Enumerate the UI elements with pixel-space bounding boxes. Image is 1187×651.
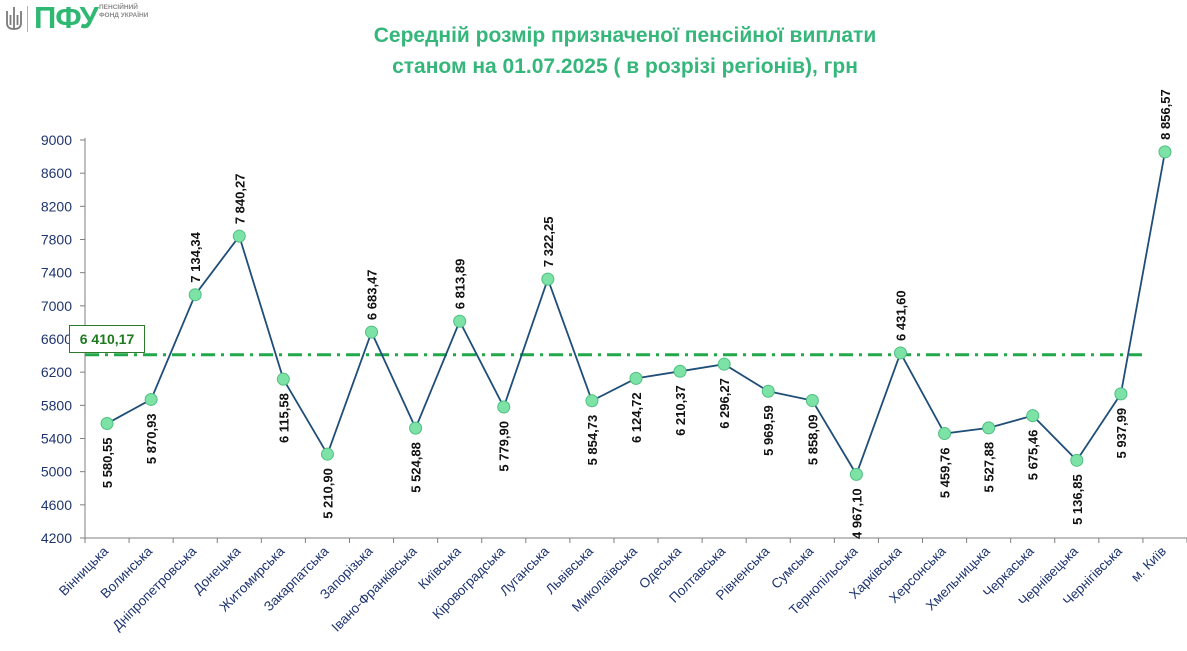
y-tick-label: 7800 [41,232,72,248]
y-tick-label: 4200 [41,530,72,546]
data-point [717,357,731,371]
average-value-label: 6 410,17 [69,325,145,353]
y-tick-label: 8600 [41,165,72,181]
data-label: 6 115,58 [276,393,291,443]
data-label: 6 210,37 [673,385,688,436]
data-point [629,371,643,385]
y-tick-label: 7400 [41,265,72,281]
data-point [276,372,290,386]
data-label: 8 856,57 [1158,89,1173,140]
data-point [1070,453,1084,467]
x-category-label: Івано-Франківська [329,543,420,634]
data-point [761,384,775,398]
trident-icon [6,7,22,30]
logo-subtitle: ПЕНСІЙНИЙ ФОНД УКРАЇНИ [99,4,149,19]
chart-title-line1: Середній розмір призначеної пенсійної ви… [373,24,877,47]
x-category-label: м. Київ [1128,544,1169,585]
data-point [365,325,379,339]
data-point [849,467,863,481]
logo-text: ПФУ [34,0,99,35]
data-point [320,447,334,461]
y-tick-label: 5400 [41,431,72,447]
data-label: 7 322,25 [541,217,556,268]
data-label: 6 431,60 [893,290,908,341]
data-label: 5 527,88 [982,442,997,493]
data-point [497,400,511,414]
data-point [893,346,907,360]
y-tick-label: 9000 [41,132,72,148]
data-point [1026,409,1040,423]
data-label: 5 675,46 [1026,430,1041,481]
data-label: 5 937,99 [1114,408,1129,459]
data-label: 5 858,09 [805,415,820,466]
data-label: 5 136,85 [1070,474,1085,525]
chart-title: Середній розмір призначеної пенсійної ви… [250,20,1000,82]
data-label: 6 124,72 [629,392,644,443]
data-label: 5 854,73 [585,415,600,466]
chart-title-line2: станом на 01.07.2025 ( в розрізі регіоні… [392,55,858,78]
x-category-label: Дніпропетровська [110,543,200,633]
data-point [938,427,952,441]
y-tick-label: 7000 [41,298,72,314]
data-label: 6 813,89 [453,259,468,310]
data-label: 6 683,47 [365,269,380,320]
data-label: 4 967,10 [849,488,864,539]
data-label: 5 210,90 [320,468,335,519]
logo-divider [27,6,28,32]
data-point [1158,145,1172,159]
data-point [144,392,158,406]
pfu-logo: ПФУ ПЕНСІЙНИЙ ФОНД УКРАЇНИ [2,0,152,38]
y-tick-label: 8200 [41,198,72,214]
data-point [541,272,555,286]
data-point [453,314,467,328]
y-tick-label: 5800 [41,397,72,413]
data-label: 5 969,59 [761,405,776,456]
data-point [232,229,246,243]
data-label: 5 459,76 [938,448,953,499]
y-tick-label: 5000 [41,464,72,480]
data-label: 5 779,90 [497,421,512,472]
data-point [409,421,423,435]
data-label: 6 296,27 [717,378,732,429]
y-tick-label: 4600 [41,497,72,513]
y-tick-label: 6200 [41,364,72,380]
data-point [188,288,202,302]
data-point [805,394,819,408]
data-point [673,364,687,378]
data-point [982,421,996,435]
data-point [1114,387,1128,401]
data-point [585,394,599,408]
data-label: 5 524,88 [409,442,424,493]
data-label: 5 580,55 [100,438,115,489]
y-tick-label: 6600 [41,331,72,347]
data-label: 7 134,34 [188,231,203,282]
data-label: 7 840,27 [232,174,247,225]
data-point [100,417,114,431]
data-label: 5 870,93 [144,413,159,464]
